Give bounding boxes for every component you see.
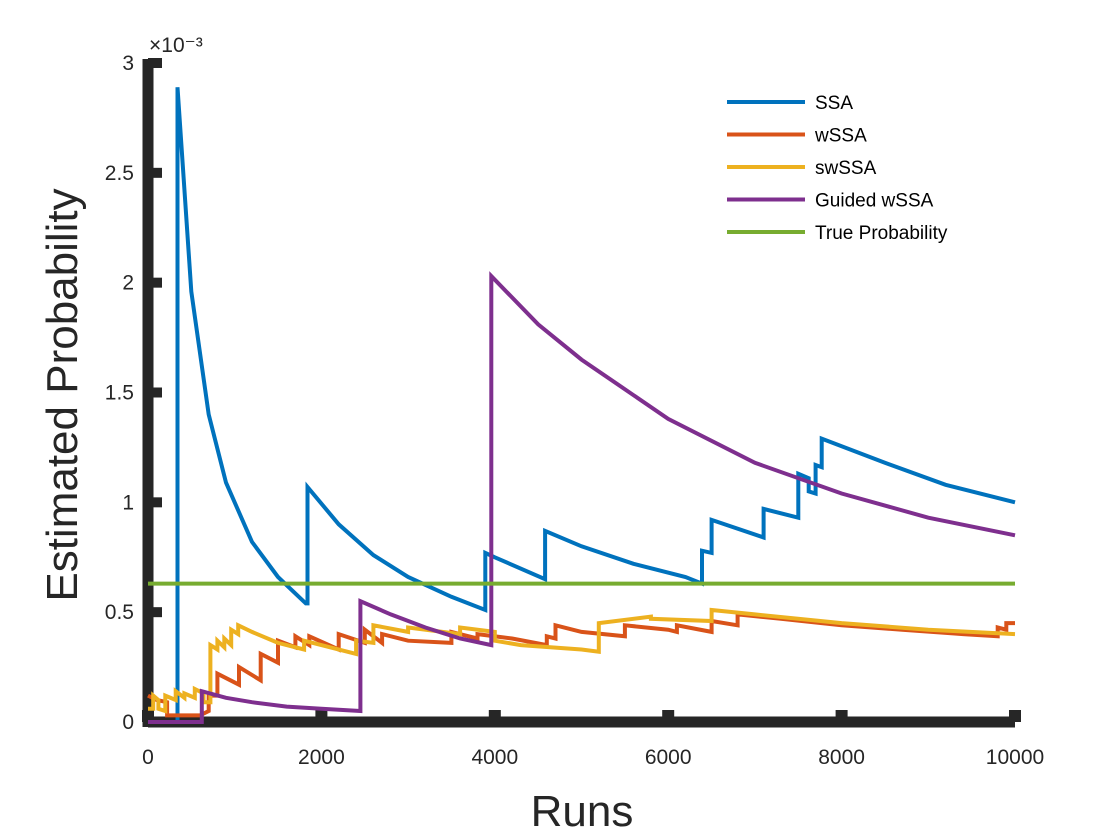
- x-tick: [315, 710, 328, 722]
- y-axis-title: Estimated Probability: [38, 188, 87, 601]
- y-tick-label: 3: [122, 52, 134, 75]
- x-tick: [1009, 710, 1021, 722]
- x-tick-label: 2000: [298, 746, 345, 769]
- x-tick: [835, 710, 848, 722]
- series-line-swssa: [148, 607, 1016, 714]
- series-line-guided-wssa: [148, 271, 1016, 724]
- x-tick-label: 0: [142, 746, 154, 769]
- legend-label-swssa: swSSA: [815, 158, 877, 179]
- y-tick: [148, 497, 162, 508]
- y-tick-label: 1.5: [105, 382, 134, 405]
- series-line-ssa: [148, 87, 1016, 724]
- x-axis-title: Runs: [531, 787, 634, 836]
- x-tick-label: 4000: [471, 746, 518, 769]
- x-tick: [662, 710, 675, 722]
- series-layer: [147, 87, 1016, 724]
- legend-label-guided-wssa: Guided wSSA: [815, 191, 934, 212]
- y-tick-label: 0: [122, 711, 134, 734]
- x-tick-label: 8000: [818, 746, 865, 769]
- series-line-wssa: [147, 612, 1015, 718]
- y-tick-label: 1: [122, 491, 134, 514]
- y-tick: [148, 387, 162, 398]
- legend: SSA wSSA swSSA Guided wSSA True Probability: [715, 85, 1005, 255]
- y-axis: 0 0.5 1 1.5 2 2.5 3: [105, 52, 162, 734]
- y-tick-label: 2: [122, 272, 134, 295]
- y-tick: [148, 58, 162, 68]
- legend-label-wssa: wSSA: [814, 126, 867, 147]
- y-exponent-label: ×10⁻³: [149, 34, 203, 57]
- legend-box: [715, 85, 1005, 255]
- y-tick-label: 0.5: [105, 601, 134, 624]
- x-tick: [488, 710, 501, 722]
- legend-label-ssa: SSA: [815, 93, 853, 114]
- x-tick-label: 10000: [986, 746, 1044, 769]
- y-tick: [148, 167, 162, 178]
- y-tick: [148, 607, 162, 618]
- y-tick-label: 2.5: [105, 162, 134, 185]
- y-tick: [148, 277, 162, 288]
- x-tick-label: 6000: [645, 746, 692, 769]
- legend-label-true-probability: True Probability: [815, 223, 948, 244]
- x-axis: 0 2000 4000 6000 8000 10000: [142, 710, 1044, 769]
